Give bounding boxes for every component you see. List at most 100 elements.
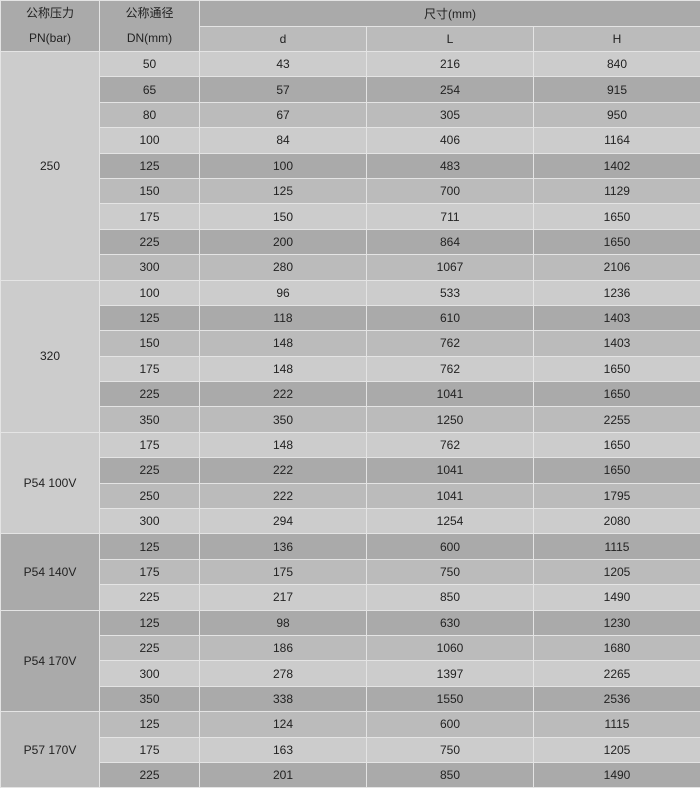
dn-cell: 225 [100, 229, 200, 254]
d-cell: 84 [200, 128, 367, 153]
dn-cell: 150 [100, 331, 200, 356]
h-cell: 1650 [534, 458, 700, 483]
diameter-header-cn: 公称通径 [100, 1, 199, 26]
dn-cell: 125 [100, 153, 200, 178]
pressure-group-cell: 250 [1, 52, 100, 281]
column-header-l: L [367, 26, 534, 52]
d-cell: 200 [200, 229, 367, 254]
h-cell: 1129 [534, 178, 700, 203]
h-cell: 1205 [534, 737, 700, 762]
dn-cell: 225 [100, 458, 200, 483]
dn-cell: 65 [100, 77, 200, 102]
l-cell: 406 [367, 128, 534, 153]
pressure-group-cell: P57 170V [1, 712, 100, 788]
d-cell: 222 [200, 382, 367, 407]
pressure-header: 公称压力 PN(bar) [1, 1, 100, 52]
h-cell: 1403 [534, 305, 700, 330]
d-cell: 175 [200, 559, 367, 584]
h-cell: 1490 [534, 762, 700, 787]
h-cell: 2106 [534, 255, 700, 280]
l-cell: 750 [367, 559, 534, 584]
d-cell: 222 [200, 483, 367, 508]
l-cell: 216 [367, 52, 534, 77]
dn-cell: 80 [100, 102, 200, 127]
h-cell: 840 [534, 52, 700, 77]
h-cell: 2265 [534, 661, 700, 686]
l-cell: 630 [367, 610, 534, 635]
diameter-header-unit: DN(mm) [100, 26, 199, 51]
h-cell: 1236 [534, 280, 700, 305]
l-cell: 1060 [367, 635, 534, 660]
d-cell: 148 [200, 356, 367, 381]
h-cell: 1115 [534, 712, 700, 737]
column-header-d: d [200, 26, 367, 52]
h-cell: 1650 [534, 204, 700, 229]
l-cell: 762 [367, 432, 534, 457]
h-cell: 1680 [534, 635, 700, 660]
d-cell: 98 [200, 610, 367, 635]
l-cell: 1067 [367, 255, 534, 280]
h-cell: 2080 [534, 509, 700, 534]
h-cell: 1403 [534, 331, 700, 356]
dn-cell: 225 [100, 585, 200, 610]
l-cell: 711 [367, 204, 534, 229]
d-cell: 186 [200, 635, 367, 660]
l-cell: 610 [367, 305, 534, 330]
l-cell: 600 [367, 534, 534, 559]
diameter-header: 公称通径 DN(mm) [100, 1, 200, 52]
dn-cell: 125 [100, 610, 200, 635]
d-cell: 278 [200, 661, 367, 686]
l-cell: 864 [367, 229, 534, 254]
dn-cell: 250 [100, 483, 200, 508]
l-cell: 850 [367, 762, 534, 787]
d-cell: 100 [200, 153, 367, 178]
dn-cell: 350 [100, 686, 200, 711]
d-cell: 338 [200, 686, 367, 711]
dimensions-header: 尺寸(mm) [200, 1, 700, 27]
d-cell: 57 [200, 77, 367, 102]
l-cell: 533 [367, 280, 534, 305]
d-cell: 217 [200, 585, 367, 610]
dn-cell: 150 [100, 178, 200, 203]
dn-cell: 225 [100, 382, 200, 407]
dn-cell: 300 [100, 255, 200, 280]
h-cell: 1164 [534, 128, 700, 153]
d-cell: 201 [200, 762, 367, 787]
l-cell: 850 [367, 585, 534, 610]
l-cell: 1254 [367, 509, 534, 534]
h-cell: 1650 [534, 356, 700, 381]
h-cell: 1205 [534, 559, 700, 584]
column-header-h: H [534, 26, 700, 52]
h-cell: 2536 [534, 686, 700, 711]
l-cell: 1250 [367, 407, 534, 432]
d-cell: 222 [200, 458, 367, 483]
dn-cell: 225 [100, 762, 200, 787]
dn-cell: 175 [100, 559, 200, 584]
dn-cell: 125 [100, 534, 200, 559]
pressure-group-cell: P54 170V [1, 610, 100, 712]
h-cell: 2255 [534, 407, 700, 432]
dn-cell: 350 [100, 407, 200, 432]
d-cell: 280 [200, 255, 367, 280]
h-cell: 915 [534, 77, 700, 102]
l-cell: 254 [367, 77, 534, 102]
